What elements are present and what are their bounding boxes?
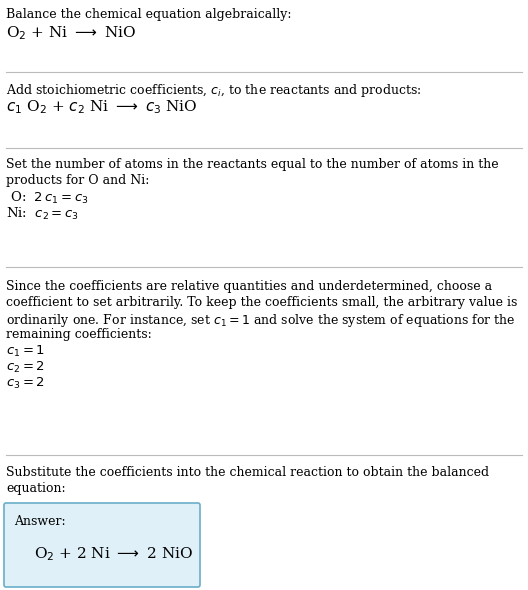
Text: $c_1 = 1$: $c_1 = 1$ [6,344,45,359]
Text: $c_2 = 2$: $c_2 = 2$ [6,360,45,375]
Text: equation:: equation: [6,482,65,495]
Text: $c_3 = 2$: $c_3 = 2$ [6,376,45,391]
Text: Since the coefficients are relative quantities and underdetermined, choose a: Since the coefficients are relative quan… [6,280,492,293]
Text: remaining coefficients:: remaining coefficients: [6,328,152,341]
Text: Ni:  $c_2 = c_3$: Ni: $c_2 = c_3$ [6,206,79,222]
Text: O:  $2\,c_1 = c_3$: O: $2\,c_1 = c_3$ [6,190,89,206]
Text: products for O and Ni:: products for O and Ni: [6,174,149,187]
Text: Substitute the coefficients into the chemical reaction to obtain the balanced: Substitute the coefficients into the che… [6,466,489,479]
Text: Add stoichiometric coefficients, $c_i$, to the reactants and products:: Add stoichiometric coefficients, $c_i$, … [6,82,421,99]
FancyBboxPatch shape [4,503,200,587]
Text: O$_2$ + Ni $\longrightarrow$ NiO: O$_2$ + Ni $\longrightarrow$ NiO [6,24,136,42]
Text: $c_1$ O$_2$ + $c_2$ Ni $\longrightarrow$ $c_3$ NiO: $c_1$ O$_2$ + $c_2$ Ni $\longrightarrow$… [6,98,197,116]
Text: Balance the chemical equation algebraically:: Balance the chemical equation algebraica… [6,8,291,21]
Text: O$_2$ + 2 Ni $\longrightarrow$ 2 NiO: O$_2$ + 2 Ni $\longrightarrow$ 2 NiO [34,546,193,563]
Text: Answer:: Answer: [14,515,65,528]
Text: coefficient to set arbitrarily. To keep the coefficients small, the arbitrary va: coefficient to set arbitrarily. To keep … [6,296,517,309]
Text: ordinarily one. For instance, set $c_1 = 1$ and solve the system of equations fo: ordinarily one. For instance, set $c_1 =… [6,312,516,329]
Text: Set the number of atoms in the reactants equal to the number of atoms in the: Set the number of atoms in the reactants… [6,158,498,171]
